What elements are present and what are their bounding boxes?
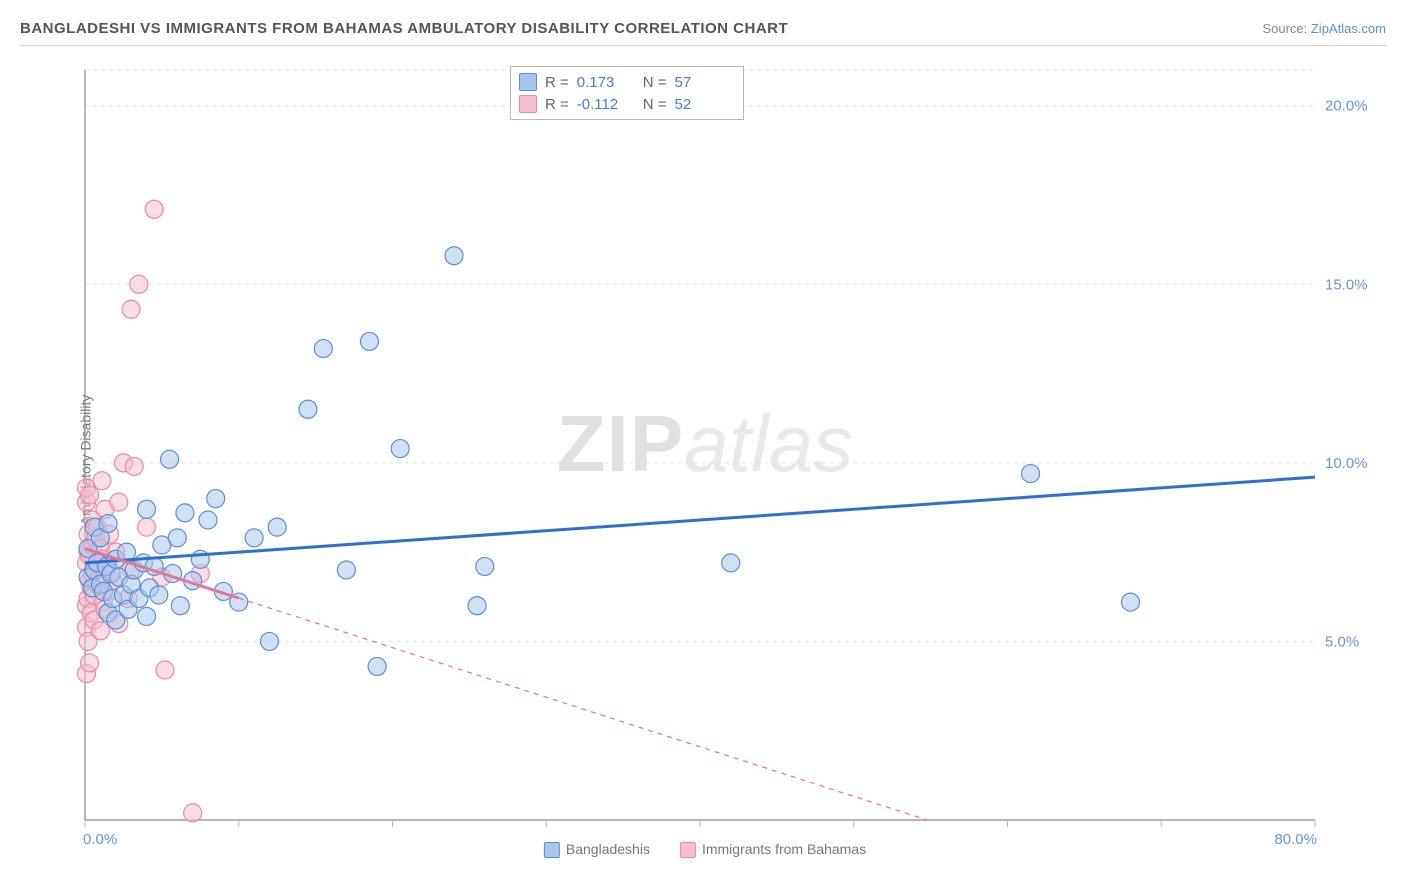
scatter-point [138,607,156,625]
source-prefix: Source: [1262,21,1310,36]
r-value: -0.112 [577,96,635,113]
scatter-point [1022,465,1040,483]
x-axis-min-label: 0.0% [83,831,117,848]
scatter-point [314,340,332,358]
source-link[interactable]: ZipAtlas.com [1311,21,1386,36]
scatter-point [156,661,174,679]
scatter-point [161,450,179,468]
y-tick-label: 20.0% [1325,98,1368,115]
scatter-point [110,493,128,511]
scatter-point [184,804,202,822]
chart-source: Source: ZipAtlas.com [1262,21,1386,36]
scatter-point [91,622,109,640]
scatter-point [168,529,186,547]
scatter-point [1122,593,1140,611]
scatter-point [145,200,163,218]
scatter-point [81,654,99,672]
scatter-point [138,518,156,536]
scatter-point [138,500,156,518]
scatter-chart-svg: 5.0% 10.0% 15.0% 20.0% 0.0% 80.0% [65,60,1375,850]
legend-correlation-row: R = -0.112 N = 52 [519,93,733,115]
scatter-point [207,490,225,508]
n-label: N = [643,96,667,113]
scatter-point [391,440,409,458]
scatter-point [81,486,99,504]
y-tick-label: 10.0% [1325,455,1368,472]
legend-swatch [544,842,560,858]
r-label: R = [545,74,569,91]
legend-swatch [519,95,537,113]
scatter-point [360,332,378,350]
regression-line-extrapolated [239,598,927,820]
scatter-point [176,504,194,522]
scatter-point [245,529,263,547]
x-axis-max-label: 80.0% [1274,831,1317,848]
legend-series-label: Bangladeshis [566,841,650,857]
r-value: 0.173 [577,74,635,91]
legend-swatch [519,73,537,91]
scatter-point [261,632,279,650]
scatter-point [199,511,217,529]
scatter-point [476,557,494,575]
y-tick-label: 5.0% [1325,633,1359,650]
scatter-point [337,561,355,579]
legend-series-item: Bangladeshis [544,841,650,858]
scatter-point [99,515,117,533]
chart-header: BANGLADESHI VS IMMIGRANTS FROM BAHAMAS A… [20,20,1386,46]
scatter-point [171,597,189,615]
n-value: 52 [675,96,733,113]
legend-correlation-row: R = 0.173 N = 57 [519,71,733,93]
scatter-point [122,300,140,318]
scatter-point [445,247,463,265]
r-label: R = [545,96,569,113]
legend-series-item: Immigrants from Bahamas [680,841,866,858]
scatter-point [722,554,740,572]
n-label: N = [643,74,667,91]
scatter-point [125,457,143,475]
scatter-point [150,586,168,604]
regression-line [85,477,1315,563]
legend-series-label: Immigrants from Bahamas [702,841,866,857]
legend-correlation: R = 0.173 N = 57 R = -0.112 N = 52 [510,66,744,120]
legend-swatch [680,842,696,858]
scatter-point [268,518,286,536]
y-tick-label: 15.0% [1325,276,1368,293]
scatter-point [93,472,111,490]
plot-area: Ambulatory Disability ZIPatlas 5.0%10.0%… [30,60,1380,860]
n-value: 57 [675,74,733,91]
scatter-point [130,275,148,293]
scatter-point [468,597,486,615]
chart-title: BANGLADESHI VS IMMIGRANTS FROM BAHAMAS A… [20,20,788,37]
scatter-point [368,657,386,675]
scatter-point [299,400,317,418]
legend-series: Bangladeshis Immigrants from Bahamas [544,841,866,858]
